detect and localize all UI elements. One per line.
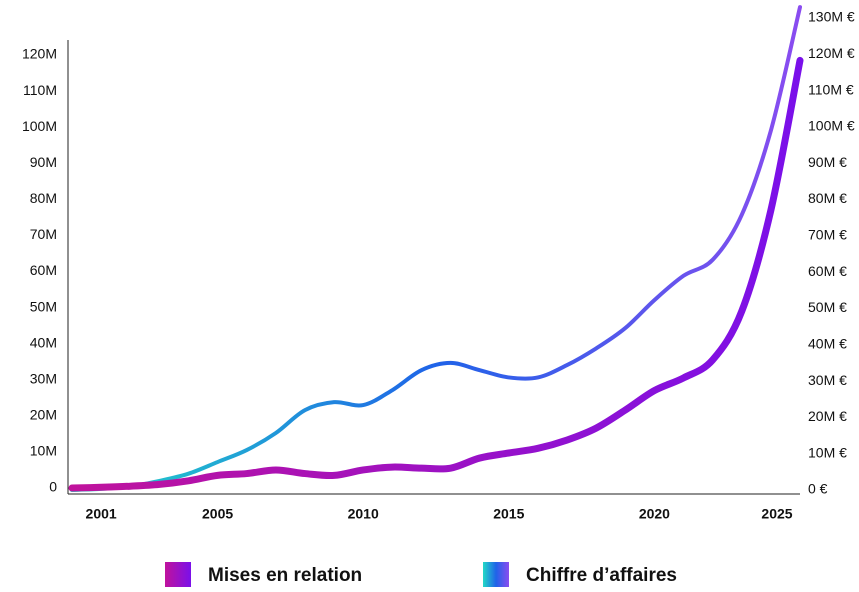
y-tick-label: 10M [30,443,57,459]
y-tick-label: 110M [23,82,57,98]
legend-label: Mises en relation [208,565,362,586]
y-tick-label: 120M [22,46,57,62]
y2-tick-label: 80M € [808,190,847,206]
legend-swatch [483,562,509,588]
x-tick-label: 2025 [761,506,792,522]
y-tick-label: 90M [30,154,57,170]
y-tick-label: 20M [30,407,57,423]
y-tick-label: 70M [30,226,57,242]
y2-tick-label: 10M € [808,444,847,460]
series-line [68,56,804,492]
y2-tick-label: 70M € [808,227,847,243]
y2-tick-label: 100M € [808,118,855,134]
y2-tick-label: 90M € [808,154,847,170]
y-tick-label: 30M [30,370,57,386]
y-tick-label: 80M [30,190,57,206]
x-tick-label: 2001 [86,506,117,522]
legend-label: Chiffre d’affaires [526,565,677,586]
y-tick-label: 60M [30,262,57,278]
x-tick-label: 2005 [202,506,233,522]
x-tick-label: 2020 [639,506,670,522]
y2-tick-label: 60M € [808,263,847,279]
y-tick-label: 100M [22,118,57,134]
x-tick-label: 2015 [493,506,524,522]
y2-tick-label: 120M € [808,45,855,61]
series-line [70,5,802,492]
y2-tick-label: 0 € [808,481,828,497]
legend-swatch [165,562,191,588]
y-tick-label: 40M [30,334,57,350]
y2-tick-label: 110M € [808,81,854,97]
x-tick-label: 2010 [348,506,379,522]
y-tick-label: 50M [30,298,57,314]
y-tick-label: 0 [49,479,57,495]
y2-tick-label: 30M € [808,372,847,388]
y2-tick-label: 130M € [808,9,855,25]
y2-tick-label: 20M € [808,408,847,424]
y2-tick-label: 50M € [808,299,847,315]
y2-tick-label: 40M € [808,335,847,351]
